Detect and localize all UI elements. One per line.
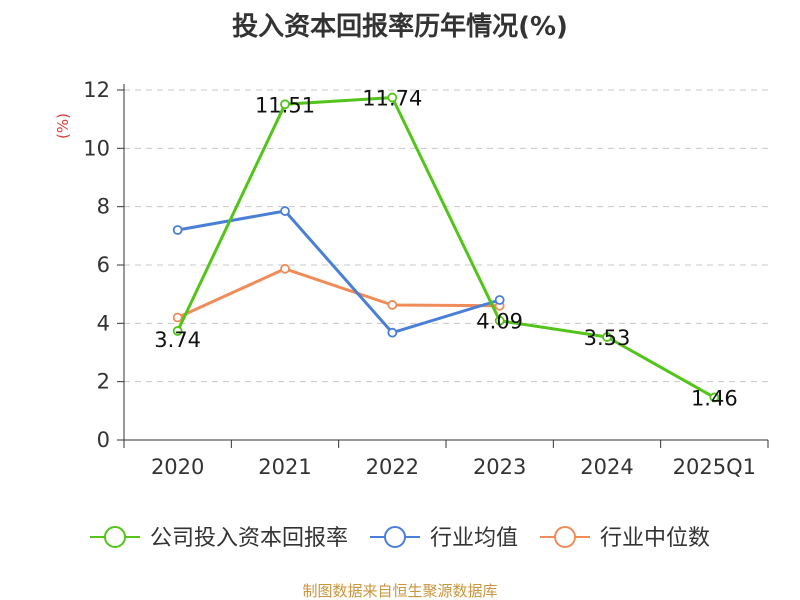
legend-marker-1 <box>384 526 406 548</box>
y-tick-label-10: 10 <box>83 136 110 160</box>
legend-marker-2 <box>554 526 576 548</box>
series-line-0 <box>176 96 716 399</box>
y-tick-label-0: 0 <box>97 428 110 452</box>
data-label-2: 11.74 <box>362 87 422 111</box>
data-point-1-2 <box>387 327 398 338</box>
legend-label-2: 行业中位数 <box>600 526 710 551</box>
data-point-0-1 <box>280 99 290 110</box>
data-label-3: 4.09 <box>476 310 523 334</box>
legend: 公司投入资本回报率 行业均值 行业中位数 <box>90 526 710 551</box>
y-axis-unit-label: (%) <box>54 113 72 139</box>
grid-lines <box>124 89 768 383</box>
series-line-2 <box>177 267 500 319</box>
data-point-2-0 <box>172 312 183 323</box>
data-labels: 3.74 11.51 11.74 4.09 3.53 1.46 <box>154 87 737 411</box>
data-label-5: 1.46 <box>691 386 738 410</box>
x-tick-label-2021: 2021 <box>258 455 311 479</box>
legend-label-1: 行业均值 <box>430 526 518 551</box>
data-point-2-2 <box>387 300 398 310</box>
chart-title: 投入资本回报率历年情况(%) <box>232 12 568 42</box>
legend-marker-0 <box>104 526 126 548</box>
data-point-0-3 <box>494 315 505 326</box>
x-tick-label-2023: 2023 <box>473 455 526 479</box>
y-tick-label-2: 2 <box>97 370 110 394</box>
data-point-1-1 <box>280 206 290 216</box>
data-point-0-5 <box>709 392 720 403</box>
legend-label-0: 公司投入资本回报率 <box>150 526 348 551</box>
legend-item-2: 行业中位数 <box>540 526 710 551</box>
data-point-0-0 <box>172 326 183 336</box>
data-point-1-3 <box>494 295 505 305</box>
data-point-1-0 <box>172 225 183 235</box>
legend-item-1: 行业均值 <box>370 526 518 551</box>
series-lines <box>172 92 720 403</box>
data-point-0-2 <box>387 92 398 103</box>
data-label-1: 11.51 <box>255 93 315 117</box>
data-label-4: 3.53 <box>584 326 631 350</box>
source-note: 制图数据来自恒生聚源数据库 <box>302 582 497 600</box>
y-tick-label-12: 12 <box>83 78 110 102</box>
data-point-0-4 <box>602 332 612 342</box>
x-tick-label-2025Q1: 2025Q1 <box>673 455 756 479</box>
x-tick-label-2024: 2024 <box>580 455 633 479</box>
data-label-0: 3.74 <box>154 328 201 352</box>
y-tick-label-6: 6 <box>97 253 110 277</box>
data-point-2-1 <box>280 263 290 274</box>
y-tick-label-4: 4 <box>97 311 110 335</box>
axes: 0 2 4 6 8 10 12 2020 2021 2022 2023 2024 2025Q1 <box>83 78 769 479</box>
y-tick-label-8: 8 <box>97 195 110 219</box>
x-tick-label-2022: 2022 <box>366 455 419 479</box>
legend-item-0: 公司投入资本回报率 <box>90 526 348 551</box>
x-tick-label-2020: 2020 <box>151 455 204 479</box>
